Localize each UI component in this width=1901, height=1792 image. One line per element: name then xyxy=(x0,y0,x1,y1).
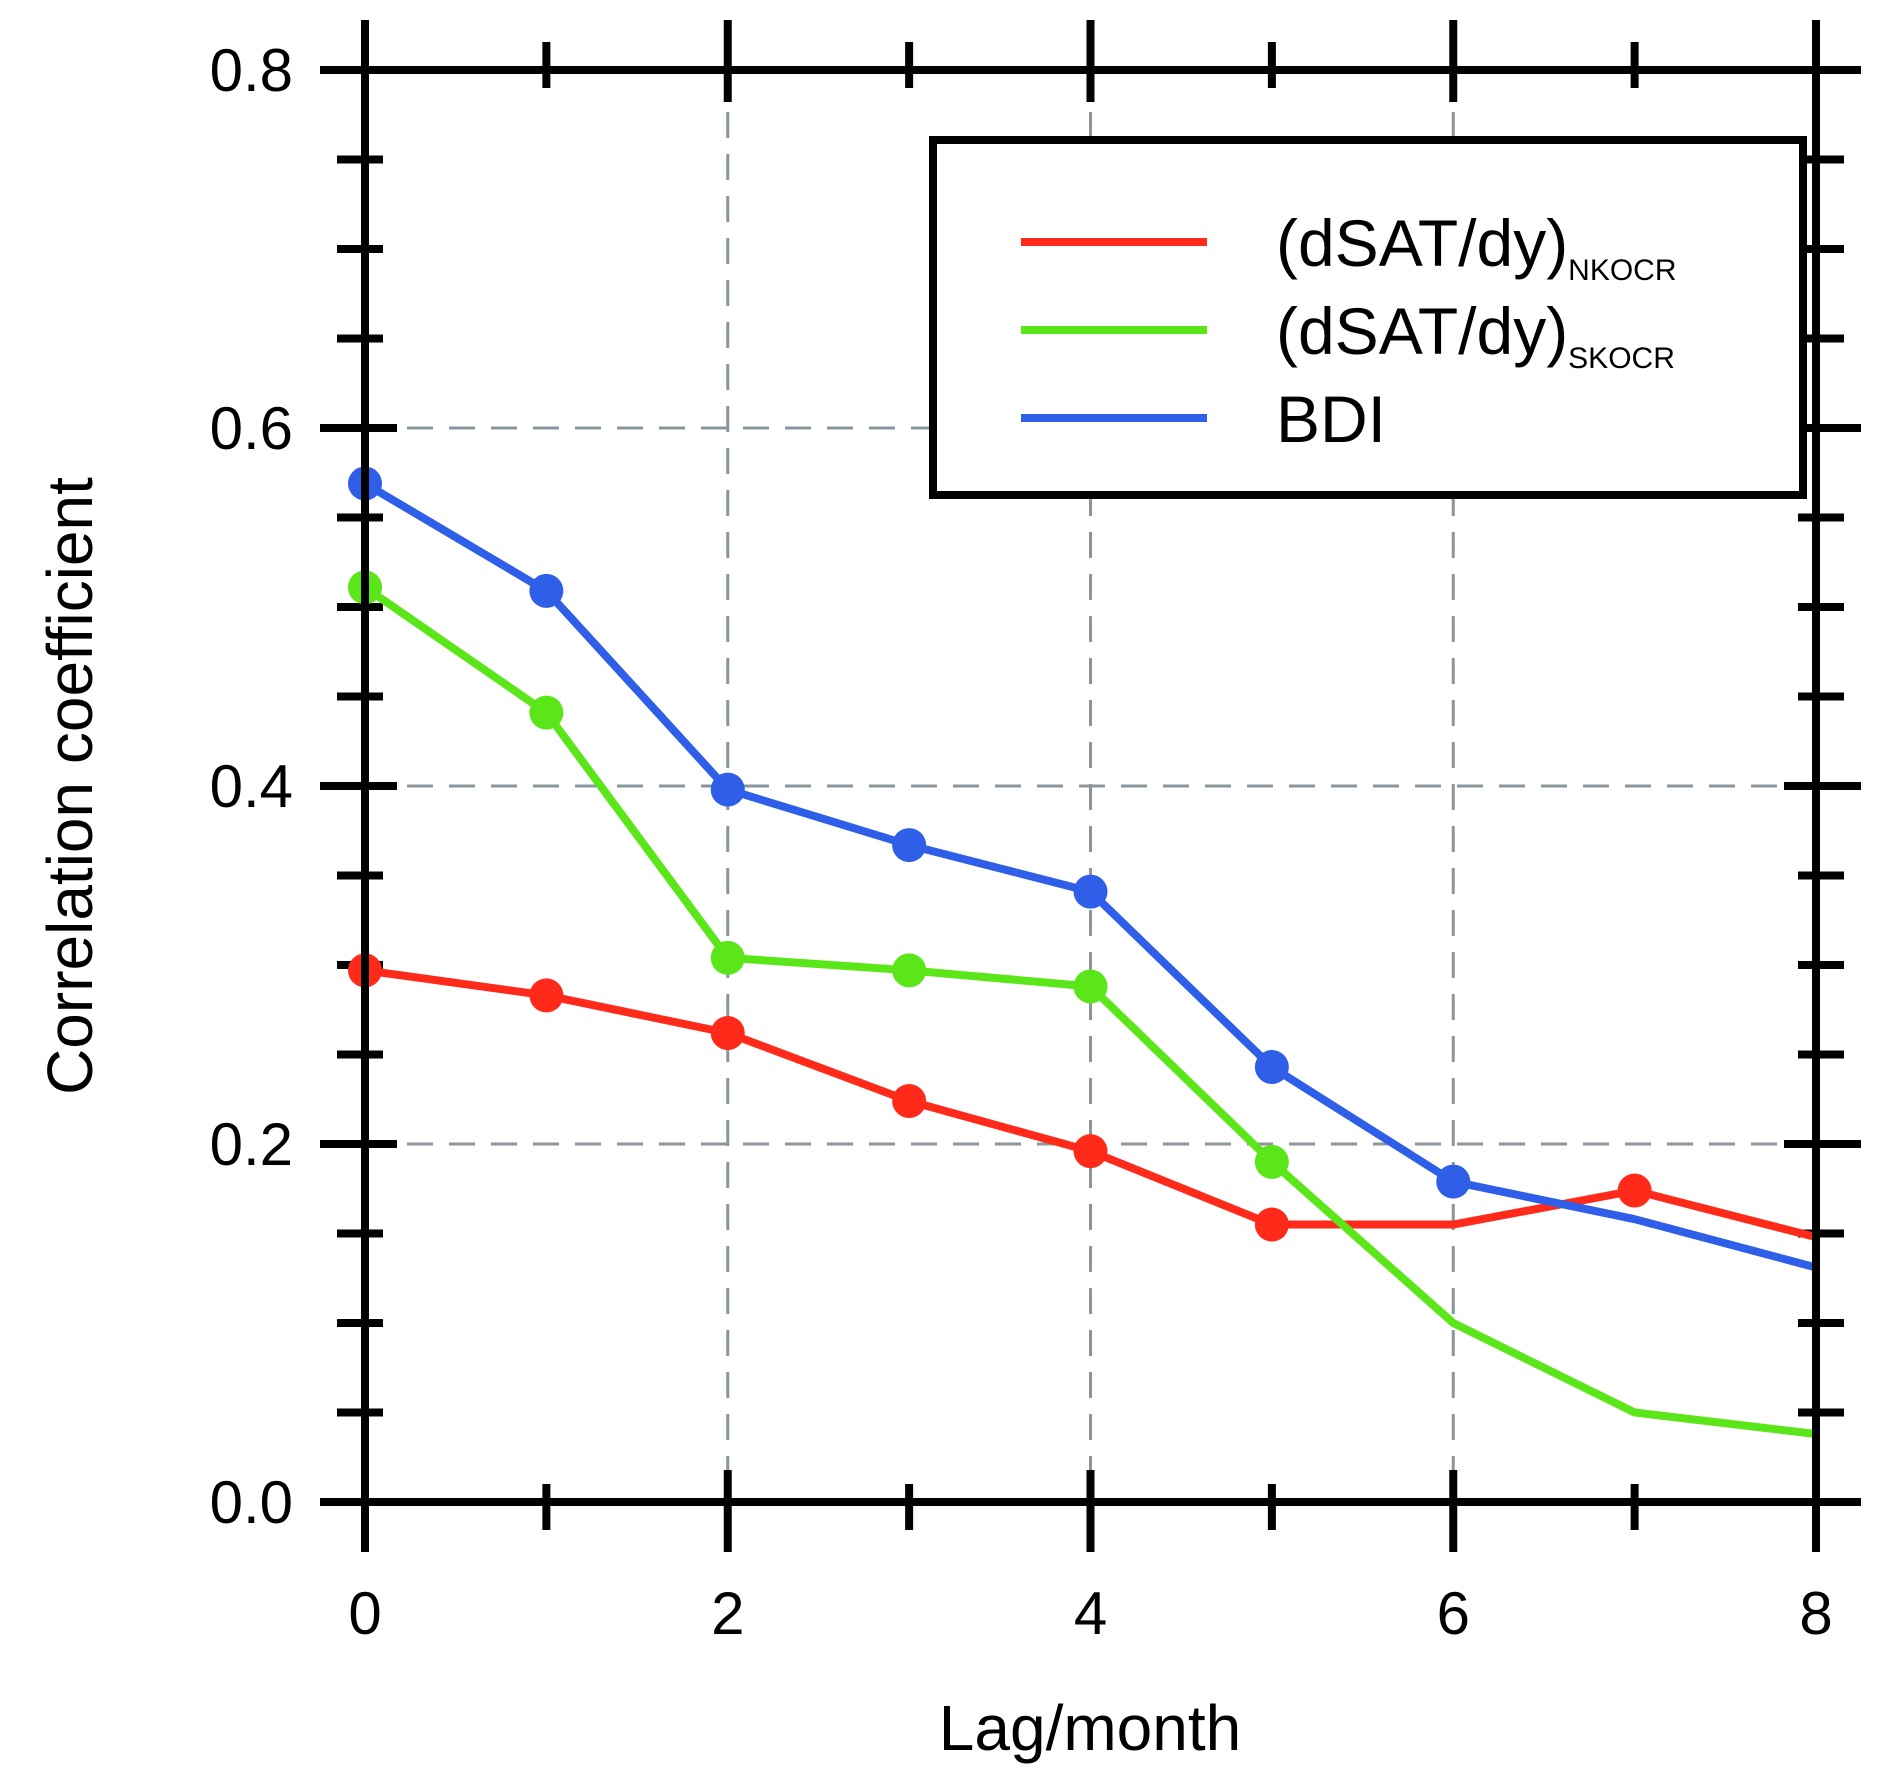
y-tick-label: 0.6 xyxy=(210,395,293,462)
series-3-point xyxy=(1073,874,1108,909)
y-tick-label: 0.2 xyxy=(210,1111,293,1178)
y-tick-label: 0.4 xyxy=(210,753,293,820)
x-tick-label: 0 xyxy=(348,1580,381,1647)
y-axis-title: Correlation coefficient xyxy=(34,477,106,1095)
series-3-point xyxy=(529,573,564,608)
legend-subscript-2: SKOCR xyxy=(1568,342,1675,375)
y-tick-label: 0.0 xyxy=(210,1469,293,1536)
series-3-point xyxy=(710,772,745,807)
x-tick-label: 6 xyxy=(1437,1580,1470,1647)
x-tick-label: 2 xyxy=(711,1580,744,1647)
legend-label-3: BDI xyxy=(1276,382,1386,456)
label-layer: 0 2 4 6 8 0.0 0.2 0.4 0.6 0.8 xyxy=(210,37,1833,1647)
series-1-point xyxy=(1254,1207,1289,1242)
series-layer xyxy=(348,466,1818,1438)
series-2-point xyxy=(710,940,745,975)
series-1-point xyxy=(1073,1134,1108,1169)
x-axis-title: Lag/month xyxy=(939,1692,1241,1764)
legend-subscript-1: NKOCR xyxy=(1568,254,1676,287)
series-3-point xyxy=(1436,1164,1471,1199)
plot-frame xyxy=(361,66,1820,1506)
x-tick-label: 8 xyxy=(1799,1580,1832,1647)
series-2-point xyxy=(1254,1144,1289,1179)
series-2-point xyxy=(529,695,564,730)
series-3-point xyxy=(1254,1050,1289,1085)
series-1-point xyxy=(710,1016,745,1051)
series-1-point xyxy=(892,1084,927,1119)
legend-box xyxy=(929,136,1807,499)
series-1-point xyxy=(529,978,564,1013)
x-tick-label: 4 xyxy=(1074,1580,1107,1647)
series-1-point xyxy=(1617,1173,1652,1208)
tick-layer xyxy=(320,20,1861,1552)
series-2-point xyxy=(892,953,927,988)
series-2-point xyxy=(1073,969,1108,1004)
series-3-point xyxy=(892,828,927,863)
y-tick-label: 0.8 xyxy=(210,37,293,104)
